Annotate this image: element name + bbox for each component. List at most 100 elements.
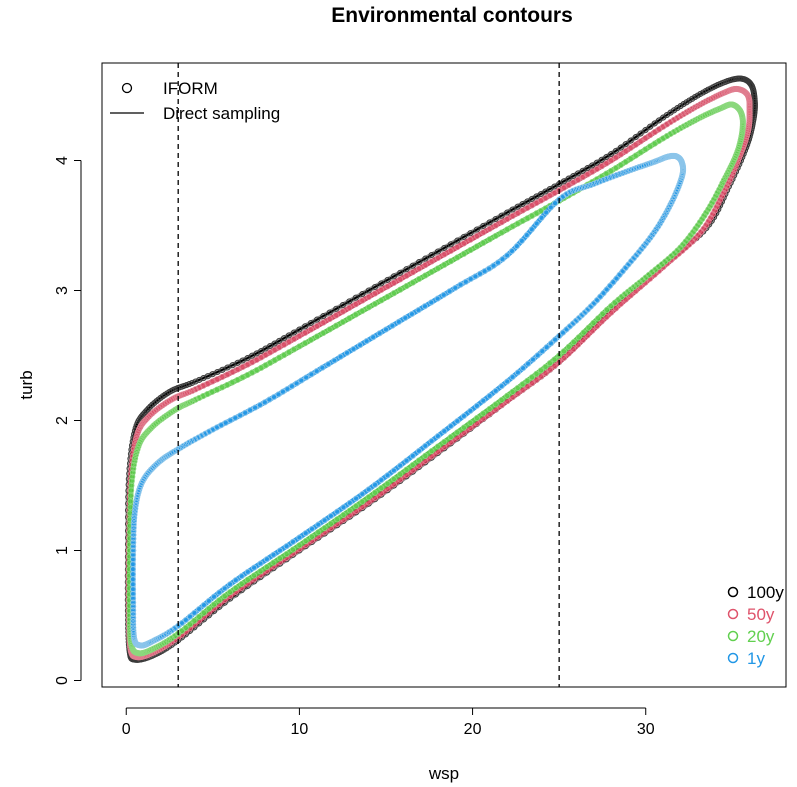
iform-point-1y <box>600 177 607 184</box>
iform-point-20y <box>378 485 385 492</box>
iform-point-1y <box>289 538 297 545</box>
iform-point-20y <box>339 318 346 326</box>
iform-point-100y <box>642 127 649 134</box>
iform-point-50y <box>397 276 404 283</box>
iform-point-100y <box>524 198 531 205</box>
iform-point-20y <box>130 461 137 468</box>
iform-point-1y <box>198 432 205 439</box>
iform-point-100y <box>183 382 190 389</box>
iform-point-50y <box>551 362 558 369</box>
iform-point-50y <box>713 204 720 211</box>
iform-point-20y <box>585 324 592 331</box>
iform-point-20y <box>403 283 410 290</box>
iform-point-1y <box>370 334 377 341</box>
iform-point-20y <box>326 326 333 333</box>
iform-point-50y <box>498 219 505 226</box>
iform-point-100y <box>219 366 226 373</box>
iform-point-20y <box>132 455 139 462</box>
iform-point-1y <box>481 268 488 275</box>
iform-point-50y <box>271 346 278 353</box>
iform-point-1y <box>613 172 620 179</box>
iform-point-1y <box>619 169 626 177</box>
iform-point-50y <box>371 290 379 297</box>
iform-point-50y <box>219 373 226 380</box>
iform-point-20y <box>238 580 245 587</box>
iform-point-1y <box>252 404 259 411</box>
iform-point-50y <box>715 200 722 207</box>
iform-point-20y <box>514 384 521 392</box>
y-tick-label: 0 <box>54 676 71 685</box>
iform-point-50y <box>296 332 303 340</box>
iform-point-1y <box>147 466 155 473</box>
iform-point-20y <box>707 202 714 210</box>
iform-point-1y <box>622 168 629 175</box>
iform-point-20y <box>129 473 136 480</box>
iform-point-50y <box>249 359 256 366</box>
iform-point-1y <box>403 457 410 464</box>
iform-point-1y <box>221 585 228 592</box>
iform-point-100y <box>371 283 379 291</box>
iform-point-50y <box>519 207 526 214</box>
iform-point-1y <box>186 613 194 620</box>
iform-point-1y <box>520 365 527 372</box>
iform-point-50y <box>320 319 327 326</box>
iform-point-100y <box>209 371 216 378</box>
iform-point-1y <box>346 499 353 506</box>
iform-point-20y <box>249 369 256 376</box>
iform-point-1y <box>283 543 290 550</box>
iform-point-20y <box>565 343 572 350</box>
iform-point-1y <box>559 329 567 336</box>
iform-point-20y <box>460 250 467 257</box>
iform-point-20y <box>608 303 615 310</box>
iform-point-50y <box>253 356 260 363</box>
iform-point-20y <box>403 466 410 473</box>
iform-point-100y <box>339 302 346 309</box>
iform-point-20y <box>447 434 454 441</box>
iform-point-100y <box>551 183 558 190</box>
iform-point-1y <box>547 204 554 211</box>
y-tick-label: 1 <box>54 546 71 555</box>
iform-point-100y <box>486 219 493 226</box>
iform-point-100y <box>447 241 454 248</box>
iform-point-20y <box>133 449 140 456</box>
iform-point-100y <box>579 167 586 174</box>
iform-point-100y <box>603 153 610 161</box>
iform-point-100y <box>574 170 582 177</box>
iform-point-20y <box>371 489 379 496</box>
iform-point-20y <box>608 167 615 174</box>
iform-point-20y <box>739 126 746 133</box>
iform-point-20y <box>603 306 611 313</box>
iform-point-20y <box>422 272 429 279</box>
iform-point-1y <box>498 383 505 390</box>
iform-point-20y <box>365 494 372 501</box>
iform-point-20y <box>216 597 223 604</box>
iform-point-20y <box>302 340 309 347</box>
iform-point-20y <box>191 617 198 624</box>
iform-point-100y <box>473 226 480 233</box>
iform-point-50y <box>428 258 435 265</box>
period-legend-entry: 50y <box>727 605 775 624</box>
iform-point-100y <box>434 248 441 255</box>
iform-point-20y <box>498 229 505 236</box>
iform-point-1y <box>149 465 156 472</box>
iform-point-20y <box>321 524 328 532</box>
iform-point-1y <box>563 191 570 198</box>
iform-point-1y <box>182 616 189 624</box>
iform-point-1y <box>606 174 614 181</box>
iform-point-50y <box>339 308 346 315</box>
iform-point-1y <box>130 618 137 625</box>
iform-point-20y <box>546 360 553 367</box>
iform-point-20y <box>711 196 718 203</box>
iform-point-1y <box>308 371 315 378</box>
iform-point-50y <box>224 371 231 378</box>
iform-point-20y <box>612 164 619 172</box>
iform-point-50y <box>460 240 467 247</box>
iform-point-20y <box>683 121 690 128</box>
iform-point-20y <box>346 315 353 322</box>
iform-point-1y <box>504 378 511 385</box>
iform-point-100y <box>492 215 499 223</box>
iform-point-50y <box>415 265 423 272</box>
iform-point-1y <box>543 209 550 216</box>
iform-point-20y <box>709 199 716 206</box>
iform-point-50y <box>565 182 572 189</box>
